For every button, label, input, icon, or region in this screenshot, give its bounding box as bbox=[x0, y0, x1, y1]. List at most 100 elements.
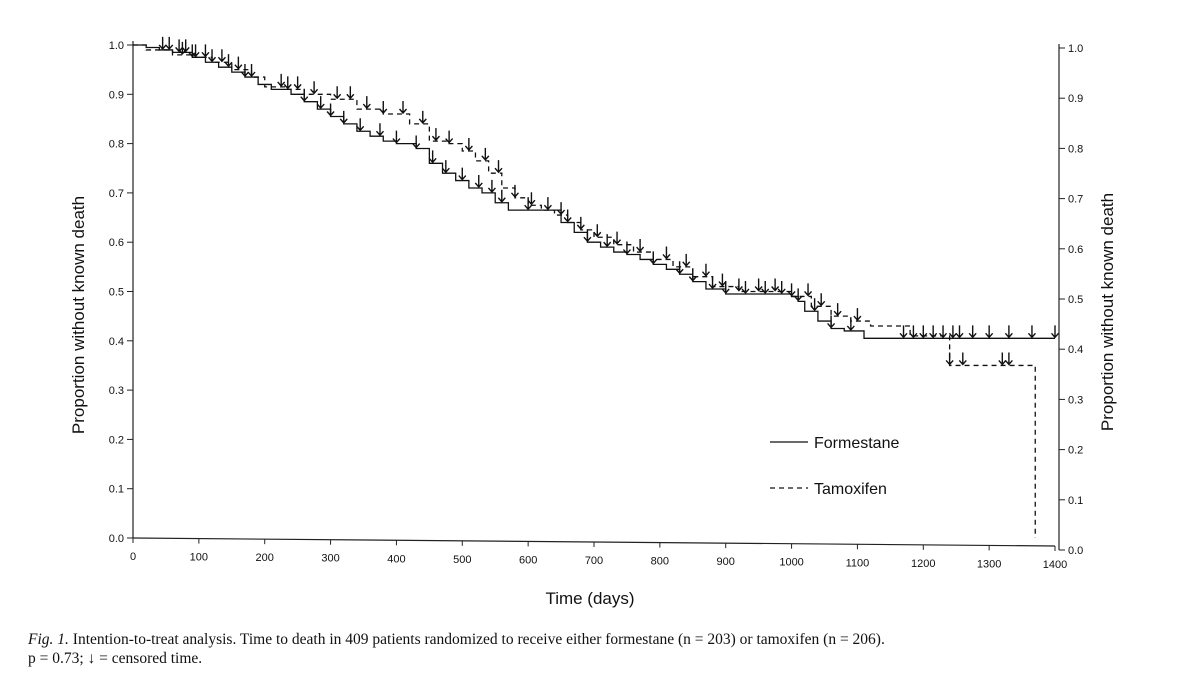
censor-mark-tamoxifen bbox=[576, 216, 585, 230]
y-tick-label-right: 0.8 bbox=[1068, 143, 1083, 155]
censor-mark-tamoxifen bbox=[165, 36, 174, 50]
censor-mark-tamoxifen bbox=[510, 184, 519, 198]
y-axis-title-right: Proportion without known death bbox=[1098, 193, 1117, 431]
censor-mark-formestane bbox=[583, 229, 592, 243]
axes: 0.0 0.0 0.1 0.1 0.2 0.2 0.3 0.3 0.4 0.4 0.5 0.5 0.6 0… bbox=[109, 40, 1084, 571]
censor-mark-tamoxifen bbox=[293, 76, 302, 90]
x-tick-label: 900 bbox=[717, 556, 735, 568]
x-tick-label: 700 bbox=[585, 555, 603, 567]
censor-mark-formestane bbox=[603, 234, 612, 248]
censor-mark-formestane bbox=[777, 280, 786, 295]
y-tick-label-left: 0.3 bbox=[109, 385, 124, 397]
censor-mark-formestane bbox=[827, 315, 836, 329]
x-tick-label: 500 bbox=[453, 554, 471, 566]
censor-mark-tamoxifen bbox=[945, 352, 954, 366]
y-tick-label-left: 0.2 bbox=[109, 434, 124, 446]
censor-mark-formestane bbox=[283, 76, 292, 90]
y-tick-label-left: 0.0 bbox=[109, 533, 124, 545]
censor-mark-formestane bbox=[741, 280, 750, 295]
censor-mark-tamoxifen bbox=[958, 352, 967, 366]
censor-mark-formestane bbox=[622, 241, 631, 255]
x-tick-label: 1200 bbox=[911, 558, 935, 570]
x-tick-label: 1000 bbox=[779, 557, 803, 569]
censor-mark-formestane bbox=[761, 280, 770, 295]
censor-mark-formestane bbox=[899, 325, 908, 339]
censor-mark-formestane bbox=[524, 197, 533, 211]
censor-mark-tamoxifen bbox=[247, 64, 256, 78]
censor-mark-tamoxifen bbox=[734, 278, 743, 292]
caption-text: Intention-to-treat analysis. Time to dea… bbox=[68, 631, 885, 648]
censor-mark-formestane bbox=[224, 54, 233, 68]
censor-mark-formestane bbox=[909, 325, 918, 339]
x-tick-label: 1300 bbox=[977, 558, 1001, 570]
censor-mark-tamoxifen bbox=[557, 202, 566, 216]
legend-formestane-label: Formestane bbox=[814, 435, 899, 452]
censor-mark-tamoxifen bbox=[277, 73, 286, 87]
censor-mark-tamoxifen bbox=[362, 96, 371, 110]
censor-mark-formestane bbox=[794, 288, 803, 302]
censor-mark-formestane bbox=[721, 280, 730, 295]
censor-mark-formestane bbox=[939, 325, 948, 339]
censor-mark-tamoxifen bbox=[998, 352, 1007, 366]
y-tick-label-right: 0.3 bbox=[1068, 394, 1083, 406]
censor-mark-tamoxifen bbox=[379, 101, 388, 115]
kaplan-meier-chart: 0.0 0.0 0.1 0.1 0.2 0.2 0.3 0.3 0.4 0.4 0.5 0.5 0.6 0… bbox=[69, 36, 1117, 608]
y-tick-label-right: 0.6 bbox=[1068, 244, 1083, 256]
figure-label: Fig. 1. bbox=[28, 631, 69, 648]
x-tick-label: 600 bbox=[519, 554, 537, 566]
caption-line-2: p = 0.73; ↓ = censored time. bbox=[28, 650, 203, 667]
censor-mark-formestane bbox=[968, 325, 977, 339]
censor-mark-tamoxifen bbox=[188, 44, 197, 58]
censor-mark-tamoxifen bbox=[464, 137, 473, 152]
censor-mark-formestane bbox=[985, 325, 994, 339]
y-tick-label-left: 1.0 bbox=[109, 40, 124, 52]
x-tick-label: 400 bbox=[387, 553, 405, 565]
censor-mark-tamoxifen bbox=[217, 49, 226, 63]
censor-mark-formestane bbox=[428, 150, 437, 164]
y-tick-label-left: 0.5 bbox=[109, 287, 124, 299]
y-tick-label-right: 0.9 bbox=[1068, 93, 1083, 105]
censor-mark-formestane bbox=[191, 44, 200, 58]
censor-mark-tamoxifen bbox=[333, 86, 342, 100]
censor-mark-formestane bbox=[458, 167, 467, 181]
censor-mark-formestane bbox=[474, 174, 483, 189]
censor-mark-tamoxifen bbox=[853, 308, 862, 322]
censor-mark-tamoxifen bbox=[527, 192, 536, 206]
x-tick-label: 1100 bbox=[846, 557, 870, 569]
censor-mark-formestane bbox=[316, 96, 325, 110]
y-axis-title-left: Proportion without known death bbox=[69, 196, 88, 434]
y-tick-label-right: 0.0 bbox=[1068, 545, 1083, 557]
censor-mark-formestane bbox=[649, 251, 658, 265]
x-tick-label: 200 bbox=[256, 552, 274, 564]
censor-mark-tamoxifen bbox=[346, 86, 355, 100]
censor-mark-formestane bbox=[412, 135, 421, 149]
censor-mark-tamoxifen bbox=[636, 239, 645, 253]
censor-mark-formestane bbox=[1027, 325, 1036, 339]
censor-mark-formestane bbox=[675, 261, 684, 275]
censor-mark-formestane bbox=[181, 39, 190, 53]
censor-mark-tamoxifen bbox=[682, 253, 691, 267]
censor-mark-formestane bbox=[846, 317, 855, 332]
censor-mark-tamoxifen bbox=[613, 231, 622, 245]
y-tick-label-right: 0.7 bbox=[1068, 194, 1083, 206]
x-tick-label: 1400 bbox=[1043, 559, 1067, 571]
y-tick-label-right: 0.1 bbox=[1068, 495, 1083, 507]
y-tick-label-right: 0.5 bbox=[1068, 294, 1083, 306]
y-tick-label-right: 0.4 bbox=[1068, 344, 1083, 356]
censor-mark-formestane bbox=[563, 209, 572, 223]
censor-mark-formestane bbox=[375, 123, 384, 137]
censor-mark-tamoxifen bbox=[593, 224, 602, 238]
censor-mark-tamoxifen bbox=[418, 110, 427, 124]
censor-mark-formestane bbox=[688, 268, 697, 282]
censor-mark-tamoxifen bbox=[201, 44, 210, 58]
x-tick-label: 300 bbox=[321, 553, 339, 565]
y-tick-label-left: 0.1 bbox=[109, 484, 124, 496]
censor-marks bbox=[158, 36, 1060, 366]
censor-mark-formestane bbox=[497, 189, 506, 203]
censor-mark-formestane bbox=[392, 130, 401, 144]
censor-mark-formestane bbox=[326, 103, 335, 117]
censor-mark-formestane bbox=[339, 110, 348, 124]
censor-mark-tamoxifen bbox=[310, 81, 319, 95]
censor-mark-tamoxifen bbox=[754, 278, 763, 292]
censor-mark-formestane bbox=[487, 179, 496, 193]
